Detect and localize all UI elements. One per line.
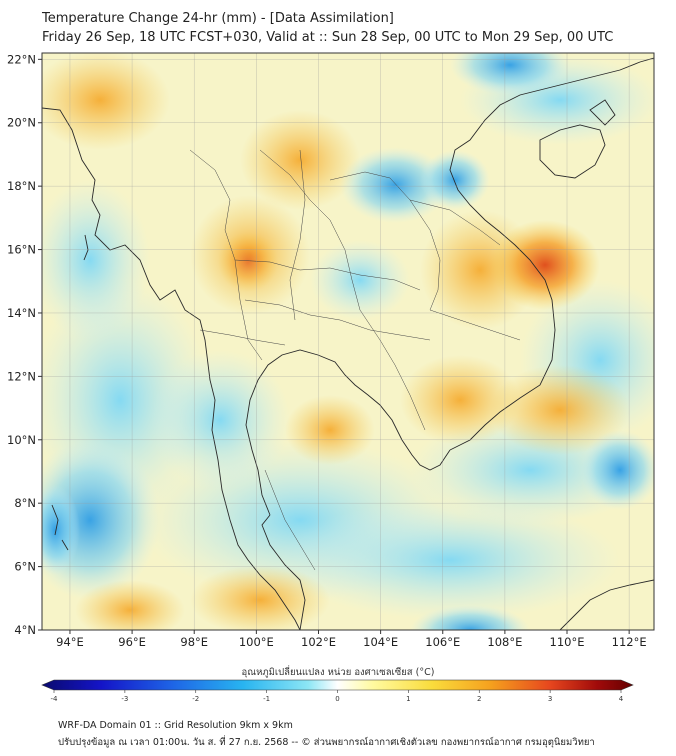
lat-tick-label: 12°N — [7, 369, 36, 383]
coastline-leizhou — [589, 99, 616, 126]
coastlines-and-borders — [42, 57, 654, 630]
lat-tick-label: 4°N — [14, 623, 36, 637]
graticule — [42, 53, 654, 630]
colorbar-tick-label: 2 — [477, 695, 481, 703]
lat-tick-label: 14°N — [7, 306, 36, 320]
colorbar-ticks: -4 -3 -2 -1 0 1 2 3 4 — [51, 690, 624, 703]
coastline-vietnam — [449, 57, 654, 451]
lat-tick-label: 16°N — [7, 243, 36, 257]
colorbar-tick-label: 1 — [406, 695, 410, 703]
footer-model-info: WRF-DA Domain 01 :: Grid Resolution 9km … — [58, 720, 293, 731]
colorbar-tick-label: -3 — [121, 695, 128, 703]
lon-tick-label: 104°E — [363, 635, 398, 649]
colorbar-tick-label: 4 — [619, 695, 624, 703]
colorbar-tick-label: -1 — [263, 695, 270, 703]
lon-tick-label: 96°E — [118, 635, 146, 649]
lon-tick-label: 102°E — [301, 635, 336, 649]
coastline-myanmar-west — [42, 107, 301, 630]
colorbar-tick-label: -4 — [51, 695, 59, 703]
lat-tick-label: 10°N — [7, 433, 36, 447]
coastline-borneo — [559, 579, 654, 630]
lon-tick-label: 100°E — [239, 635, 274, 649]
latitude-axis: 22°N 20°N 18°N 16°N 14°N 12°N 10°N 8°N 6°N 4°N — [7, 52, 42, 637]
coastline-malaysia — [261, 514, 306, 630]
colorbar: -4 -3 -2 -1 0 1 2 3 4 — [41, 679, 634, 703]
lon-tick-label: 94°E — [56, 635, 84, 649]
lat-tick-label: 22°N — [7, 52, 36, 66]
colorbar-tick-label: -2 — [192, 695, 199, 703]
colorbar-label: อุณหภูมิเปลี่ยนแปลง หน่วย องศาเซลเซียส (… — [241, 667, 435, 678]
lon-tick-label: 110°E — [550, 635, 585, 649]
lon-tick-label: 108°E — [487, 635, 522, 649]
map-title: Temperature Change 24-hr (mm) - [Data As… — [42, 11, 394, 26]
footer-credit: ปรับปรุงข้อมูล ณ เวลา 01:00น. วัน ส. ที่… — [58, 737, 595, 748]
map-frame — [41, 52, 655, 631]
lat-tick-label: 8°N — [14, 496, 36, 510]
lat-tick-label: 20°N — [7, 116, 36, 130]
map-subtitle: Friday 26 Sep, 18 UTC FCST+030, Valid at… — [42, 30, 614, 45]
lon-tick-label: 98°E — [180, 635, 208, 649]
lat-tick-label: 18°N — [7, 179, 36, 193]
lat-tick-label: 6°N — [14, 560, 36, 574]
coastline-gulf-thailand — [245, 349, 451, 516]
longitude-axis: 94°E 96°E 98°E 100°E 102°E 104°E 106°E 108°E 110… — [56, 630, 647, 649]
lon-tick-label: 106°E — [425, 635, 460, 649]
coastline-andaman-islands — [51, 234, 89, 551]
temperature-field — [42, 53, 654, 630]
temperature-change-map: 22°N 20°N 18°N 16°N 14°N 12°N 10°N 8°N 6°N 4°N 94… — [7, 52, 655, 649]
coastline-hainan — [539, 124, 606, 179]
colorbar-tick-label: 0 — [335, 695, 339, 703]
colorbar-gradient — [41, 679, 634, 691]
lon-tick-label: 112°E — [612, 635, 647, 649]
colorbar-tick-label: 3 — [548, 695, 552, 703]
